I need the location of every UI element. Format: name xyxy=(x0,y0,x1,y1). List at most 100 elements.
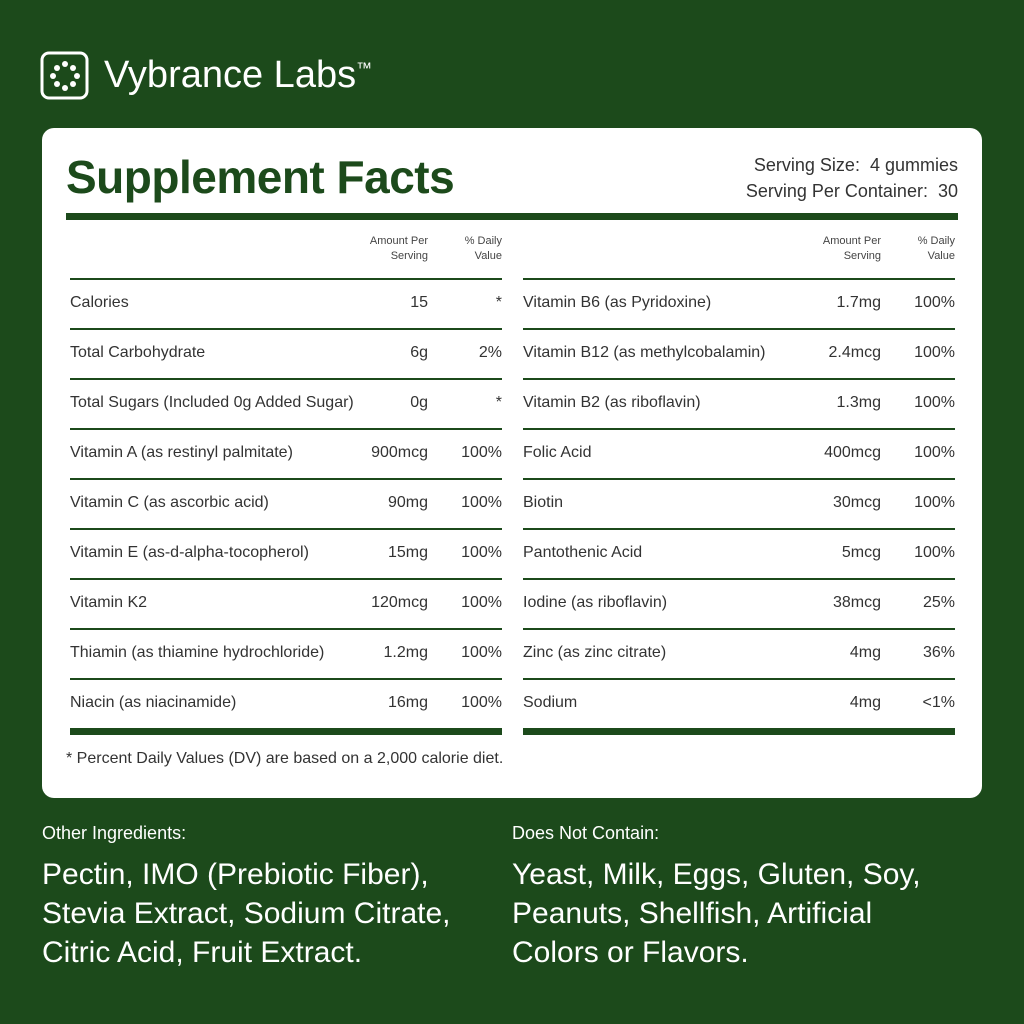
header-line: Value xyxy=(927,250,955,262)
serving-size: Serving Size: 4 gummies xyxy=(746,152,958,178)
label: Serving Size: xyxy=(753,155,860,175)
amount: 0g xyxy=(410,394,428,411)
amount: 1.7mg xyxy=(836,294,881,311)
nutrient-name: Total Carbohydrate xyxy=(70,344,206,361)
row-rule xyxy=(523,428,955,430)
value: 4 gummies xyxy=(869,155,958,175)
nutrient-name: Vitamin E (as-d-alpha-tocopherol) xyxy=(70,544,309,561)
nutrient-name: Zinc (as zinc citrate) xyxy=(523,644,667,661)
row-rule xyxy=(70,728,502,735)
amount: 16mg xyxy=(387,694,428,711)
row-rule xyxy=(523,328,955,330)
nutrient-name: Vitamin A (as restinyl palmitate) xyxy=(70,444,293,461)
row-rule xyxy=(70,628,502,630)
daily-value: 36% xyxy=(922,644,955,661)
rule xyxy=(66,213,958,220)
text-line: Stevia Extract, Sodium Citrate, xyxy=(42,897,451,930)
nutrient-name: Niacin (as niacinamide) xyxy=(70,694,237,711)
amount: 900mcg xyxy=(371,444,428,461)
amount: 5mcg xyxy=(841,544,881,561)
nutrient-name: Pantothenic Acid xyxy=(523,544,643,561)
nutrient-name: Vitamin B6 (as Pyridoxine) xyxy=(523,294,712,311)
nutrient-name: Sodium xyxy=(523,694,578,711)
amount: 2.4mcg xyxy=(828,344,881,361)
dnc-label: Does Not Contain: xyxy=(512,823,660,843)
row-rule xyxy=(523,578,955,580)
row-rule xyxy=(70,478,502,480)
serving-info: Serving Size: 4 gummies Serving Per Cont… xyxy=(746,152,958,204)
daily-value: 100% xyxy=(461,444,502,461)
brand: Vybrance Labs™ xyxy=(104,54,372,97)
amount: 400mcg xyxy=(824,444,881,461)
row-rule xyxy=(523,678,955,680)
daily-value: 100% xyxy=(461,644,502,661)
text-line: Peanuts, Shellfish, Artificial xyxy=(512,897,873,930)
other-ingredients: Pectin, IMO (Prebiotic Fiber), Stevia Ext… xyxy=(42,855,451,972)
text-line: Citric Acid, Fruit Extract. xyxy=(42,936,363,969)
nutrient-name: Calories xyxy=(70,294,129,311)
nutrient-name: Thiamin (as thiamine hydrochloride) xyxy=(70,644,325,661)
daily-value: 100% xyxy=(461,494,502,511)
dv-header: % Daily Value xyxy=(918,234,955,264)
row-rule xyxy=(523,528,955,530)
text-line: Pectin, IMO (Prebiotic Fiber), xyxy=(42,858,429,891)
other-label: Other Ingredients: xyxy=(42,823,187,843)
does-not-contain: Yeast, Milk, Eggs, Gluten, Soy, Peanuts, … xyxy=(512,855,921,972)
daily-value: <1% xyxy=(922,694,955,711)
amount: 15mg xyxy=(387,544,428,561)
daily-value: 100% xyxy=(461,594,502,611)
row-rule xyxy=(523,278,955,280)
text-line: Yeast, Milk, Eggs, Gluten, Soy, xyxy=(512,858,921,891)
facts-panel: Supplement Facts Serving Size: 4 gummies… xyxy=(42,128,982,798)
amount: 120mcg xyxy=(371,594,428,611)
nutrient-name: Total Sugars (Included 0g Added Sugar) xyxy=(70,394,354,411)
amount: 4mg xyxy=(849,644,881,661)
row-rule xyxy=(523,478,955,480)
amount: 90mg xyxy=(387,494,428,511)
nutrient-name: Vitamin K2 xyxy=(70,594,148,611)
row-rule xyxy=(70,428,502,430)
daily-value: * xyxy=(495,294,502,311)
servings-per-container: Serving Per Container: 30 xyxy=(746,178,958,204)
amount: 30mcg xyxy=(832,494,881,511)
daily-value: 100% xyxy=(914,394,955,411)
daily-value: 100% xyxy=(914,544,955,561)
amount: 1.3mg xyxy=(836,394,881,411)
header-line: Amount Per xyxy=(369,235,428,247)
brand-mark: ™ xyxy=(356,60,373,78)
label: Serving Per Container: xyxy=(745,181,928,201)
dv-header: % Daily Value xyxy=(465,234,502,264)
daily-value: 100% xyxy=(914,344,955,361)
nutrient-name: Vitamin B12 (as methylcobalamin) xyxy=(523,344,766,361)
logo xyxy=(40,51,89,100)
daily-value: 100% xyxy=(461,544,502,561)
text-line: Colors or Flavors. xyxy=(512,936,749,969)
amount-header: Amount Per Serving xyxy=(823,234,881,264)
daily-value: 2% xyxy=(478,344,502,361)
header-line: Serving xyxy=(390,250,428,262)
daily-value: 25% xyxy=(922,594,955,611)
header-line: Amount Per xyxy=(822,235,881,247)
amount: 38mcg xyxy=(832,594,881,611)
nutrient-name: Vitamin C (as ascorbic acid) xyxy=(70,494,269,511)
nutrient-name: Folic Acid xyxy=(523,444,592,461)
row-rule xyxy=(70,328,502,330)
header-line: % Daily xyxy=(464,235,502,247)
title: Supplement Facts xyxy=(66,151,455,203)
nutrient-name: Biotin xyxy=(523,494,564,511)
value: 30 xyxy=(937,181,958,201)
amount: 6g xyxy=(410,344,428,361)
row-rule xyxy=(70,578,502,580)
amount: 4mg xyxy=(849,694,881,711)
header-line: Serving xyxy=(843,250,881,262)
amount-header: Amount Per Serving xyxy=(370,234,428,264)
row-rule xyxy=(70,278,502,280)
nutrient-name: Vitamin B2 (as riboflavin) xyxy=(523,394,701,411)
amount: 1.2mg xyxy=(383,644,428,661)
nutrient-name: Iodine (as riboflavin) xyxy=(523,594,668,611)
daily-value: 100% xyxy=(914,294,955,311)
row-rule xyxy=(70,528,502,530)
row-rule xyxy=(70,678,502,680)
row-rule xyxy=(523,628,955,630)
